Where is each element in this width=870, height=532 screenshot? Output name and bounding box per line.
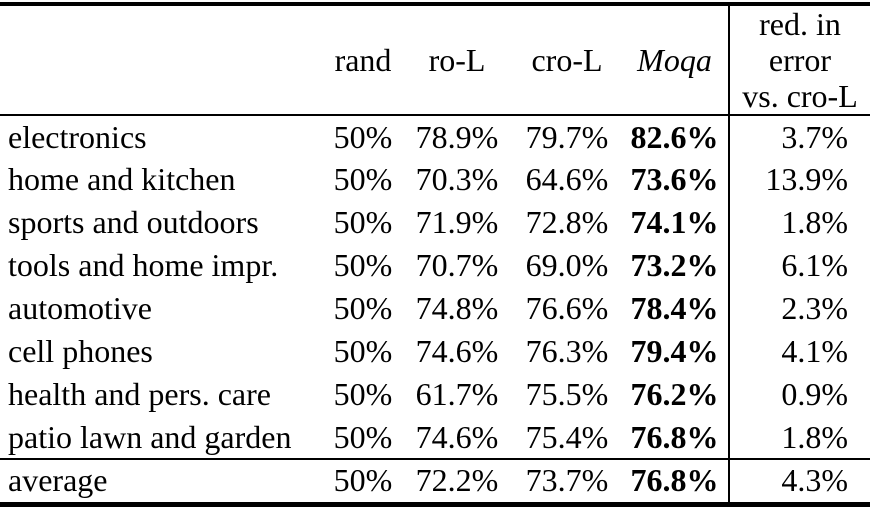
row-label: electronics bbox=[8, 118, 147, 155]
value-red-in-error: 1.8% bbox=[728, 201, 870, 244]
value-ro-l: 71.9% bbox=[415, 204, 499, 240]
col-header-rand: rand bbox=[334, 41, 392, 78]
results-table: rand ro-L cro-L Moqa red. in error vs. c… bbox=[0, 2, 870, 507]
value-red-in-error: 6.1% bbox=[728, 244, 870, 287]
row-label: tools and home impr. bbox=[8, 247, 279, 283]
value-moqa: 74.1% bbox=[630, 204, 719, 240]
value-red-in-error: 1.8% bbox=[728, 416, 870, 459]
value-rand: 50% bbox=[333, 204, 393, 240]
value-cro-l: 76.3% bbox=[525, 333, 609, 369]
row-label: home and kitchen bbox=[8, 161, 236, 197]
value-moqa: 76.8% bbox=[630, 418, 719, 455]
value-ro-l: 70.3% bbox=[415, 161, 499, 197]
header-row: rand ro-L cro-L Moqa red. in error vs. c… bbox=[0, 4, 870, 115]
value-rand: 50% bbox=[333, 418, 393, 455]
row-label: average bbox=[8, 462, 108, 499]
value-rand: 50% bbox=[333, 333, 393, 369]
value-cro-l: 64.6% bbox=[525, 161, 609, 197]
value-red-in-error: 2.3% bbox=[728, 287, 870, 330]
value-cro-l: 72.8% bbox=[525, 204, 609, 240]
value-red-in-error: 0.9% bbox=[728, 373, 870, 416]
value-ro-l: 74.8% bbox=[415, 290, 499, 326]
value-ro-l: 70.7% bbox=[415, 247, 499, 283]
table-row: patio lawn and garden 50% 74.6% 75.4% 76… bbox=[0, 416, 870, 459]
table-row: tools and home impr. 50% 70.7% 69.0% 73.… bbox=[0, 244, 870, 287]
value-red-in-error: 13.9% bbox=[728, 158, 870, 201]
value-moqa: 82.6% bbox=[630, 118, 719, 155]
value-red-in-error: 4.3% bbox=[728, 459, 870, 504]
value-rand: 50% bbox=[333, 247, 393, 283]
row-label: sports and outdoors bbox=[8, 204, 259, 240]
value-cro-l: 73.7% bbox=[525, 462, 609, 499]
value-ro-l: 74.6% bbox=[415, 418, 499, 455]
value-moqa: 79.4% bbox=[630, 333, 719, 369]
average-row: average 50% 72.2% 73.7% 76.8% 4.3% bbox=[0, 459, 870, 504]
row-label: health and pers. care bbox=[8, 376, 271, 412]
value-moqa: 73.6% bbox=[630, 161, 719, 197]
red-header-line-3: vs. cro-L bbox=[742, 78, 858, 114]
value-moqa: 76.2% bbox=[630, 376, 719, 412]
value-ro-l: 78.9% bbox=[415, 118, 499, 155]
value-rand: 50% bbox=[333, 462, 393, 499]
col-header-cro-l: cro-L bbox=[531, 41, 603, 78]
value-cro-l: 76.6% bbox=[525, 290, 609, 326]
red-header-line-1: red. in bbox=[759, 6, 841, 42]
value-ro-l: 74.6% bbox=[415, 333, 499, 369]
table-body: electronics 50% 78.9% 79.7% 82.6% 3.7% h… bbox=[0, 115, 870, 459]
value-moqa: 73.2% bbox=[630, 247, 719, 283]
table-row: cell phones 50% 74.6% 76.3% 79.4% 4.1% bbox=[0, 330, 870, 373]
value-red-in-error: 3.7% bbox=[728, 115, 870, 158]
corner-cell bbox=[0, 4, 325, 115]
col-header-moqa: Moqa bbox=[637, 41, 712, 78]
value-cro-l: 79.7% bbox=[525, 118, 609, 155]
value-rand: 50% bbox=[333, 376, 393, 412]
table-row: electronics 50% 78.9% 79.7% 82.6% 3.7% bbox=[0, 115, 870, 158]
table-header: rand ro-L cro-L Moqa red. in error vs. c… bbox=[0, 4, 870, 115]
value-rand: 50% bbox=[333, 118, 393, 155]
value-red-in-error: 4.1% bbox=[728, 330, 870, 373]
col-header-red-in-error: red. in error vs. cro-L bbox=[728, 4, 870, 115]
red-header-line-2: error bbox=[768, 42, 832, 78]
table-row: home and kitchen 50% 70.3% 64.6% 73.6% 1… bbox=[0, 158, 870, 201]
row-label: automotive bbox=[8, 290, 152, 326]
row-label: cell phones bbox=[8, 333, 153, 369]
table-footer: average 50% 72.2% 73.7% 76.8% 4.3% bbox=[0, 459, 870, 504]
table-row: health and pers. care 50% 61.7% 75.5% 76… bbox=[0, 373, 870, 416]
value-rand: 50% bbox=[333, 161, 393, 197]
value-cro-l: 75.5% bbox=[525, 376, 609, 412]
row-label: patio lawn and garden bbox=[8, 418, 292, 455]
table-row: sports and outdoors 50% 71.9% 72.8% 74.1… bbox=[0, 201, 870, 244]
col-header-ro-l: ro-L bbox=[428, 41, 486, 78]
value-moqa: 76.8% bbox=[630, 462, 719, 499]
value-cro-l: 69.0% bbox=[525, 247, 609, 283]
value-ro-l: 61.7% bbox=[415, 376, 499, 412]
value-rand: 50% bbox=[333, 290, 393, 326]
value-ro-l: 72.2% bbox=[415, 462, 499, 499]
value-moqa: 78.4% bbox=[630, 290, 719, 326]
table-row: automotive 50% 74.8% 76.6% 78.4% 2.3% bbox=[0, 287, 870, 330]
value-cro-l: 75.4% bbox=[525, 418, 609, 455]
